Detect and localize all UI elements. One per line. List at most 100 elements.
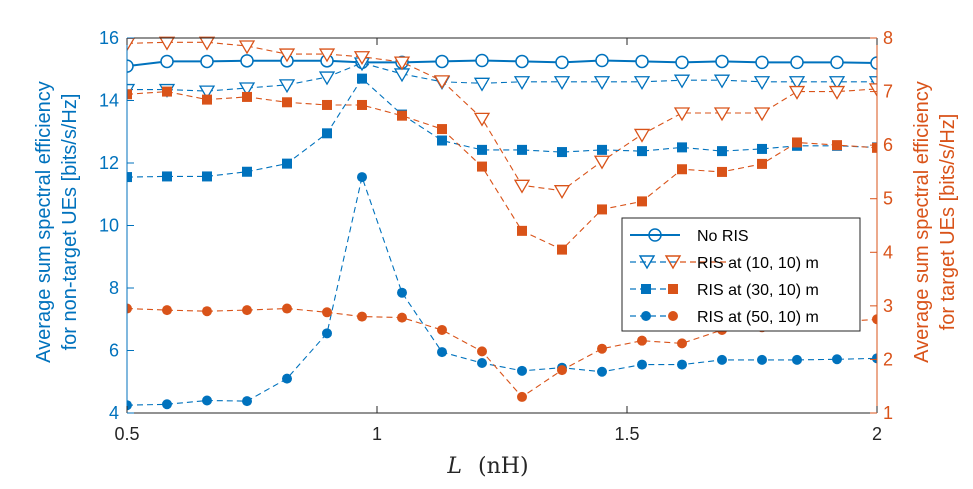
data-point — [637, 359, 647, 370]
data-point — [127, 400, 132, 411]
data-point — [397, 110, 407, 121]
legend-marker-square-right — [668, 284, 678, 294]
data-point — [515, 54, 529, 69]
data-point — [278, 79, 296, 94]
data-point — [357, 172, 367, 183]
data-point — [637, 335, 647, 346]
data-point — [473, 77, 491, 92]
y-right-tick-label: 5 — [883, 189, 893, 209]
legend-label-2: RIS at (30, 10) m — [697, 282, 819, 299]
data-point — [202, 395, 212, 406]
data-point — [517, 144, 527, 155]
y-axis-right-label-line2: for target UEs [bits/s/Hz] — [937, 114, 959, 331]
data-point — [238, 82, 256, 97]
y-left-tick-label: 14 — [99, 91, 119, 111]
data-point — [198, 36, 216, 51]
series-line — [127, 175, 877, 406]
legend-entry-ris-30: RIS at (30, 10) m — [630, 282, 819, 299]
data-point — [278, 48, 296, 63]
data-point — [555, 55, 569, 70]
x-axis-label-unit: (nH) — [478, 454, 529, 479]
data-point — [868, 83, 877, 98]
data-point — [477, 346, 487, 357]
data-point — [637, 146, 647, 157]
y-left-tick-label: 16 — [99, 28, 119, 48]
data-point — [673, 74, 691, 89]
data-point — [158, 36, 176, 51]
data-point — [673, 107, 691, 122]
series-line — [127, 41, 877, 192]
data-point — [318, 48, 336, 63]
data-point — [828, 76, 846, 91]
legend-marker-open-circle — [648, 228, 662, 242]
data-point — [433, 75, 451, 90]
y-axis-left-label-line1: Average sum spectral efficiency — [33, 81, 55, 363]
data-point — [437, 324, 447, 335]
data-point — [830, 55, 844, 70]
data-point — [357, 73, 367, 84]
data-point — [677, 164, 687, 175]
data-point — [513, 179, 531, 194]
data-point — [788, 85, 806, 100]
data-point — [517, 391, 527, 402]
data-point — [757, 354, 767, 365]
data-point — [790, 55, 804, 70]
data-point — [162, 171, 172, 182]
data-point — [597, 343, 607, 354]
data-point — [557, 147, 567, 158]
data-point — [322, 307, 332, 318]
data-point — [357, 99, 367, 110]
data-point — [475, 53, 489, 68]
series-line — [127, 77, 877, 178]
data-point — [202, 306, 212, 317]
data-point — [477, 161, 487, 172]
legend: No RIS RIS at (10, 10) m RIS at (30, 10)… — [621, 217, 861, 332]
data-point — [557, 365, 567, 376]
data-point — [393, 56, 411, 71]
data-point — [473, 112, 491, 127]
legend-marker-filled-circle-left — [641, 311, 651, 321]
data-point — [242, 305, 252, 316]
data-point — [127, 59, 134, 73]
data-point — [477, 144, 487, 155]
data-point — [593, 155, 611, 170]
y-right-tick-label: 2 — [883, 349, 893, 369]
series-2-right — [127, 36, 877, 199]
legend-marker-square-left — [641, 284, 651, 294]
y-left-tick-label: 8 — [109, 278, 119, 298]
data-point — [872, 353, 877, 364]
data-point — [477, 358, 487, 368]
data-point — [633, 128, 651, 143]
data-point — [322, 128, 332, 139]
data-point — [200, 54, 214, 69]
y-right-tick-label: 7 — [883, 82, 893, 102]
y-axis-left-label-line2: for non-target UEs [bits/s/Hz] — [59, 94, 81, 351]
x-tick-label: 2 — [872, 424, 882, 444]
legend-label-0: No RIS — [697, 228, 749, 245]
data-point — [792, 137, 802, 148]
series-4-right — [127, 86, 877, 255]
data-point — [637, 196, 647, 207]
legend-entry-ris-50: RIS at (50, 10) m — [630, 309, 819, 326]
data-point — [437, 135, 447, 146]
x-tick-label: 1 — [372, 424, 382, 444]
data-point — [282, 97, 292, 108]
data-point — [198, 85, 216, 100]
data-point — [713, 74, 731, 89]
data-point — [357, 311, 367, 322]
x-tick-label: 0.5 — [114, 424, 139, 444]
legend-label-1: RIS at (10, 10) m — [697, 255, 819, 272]
data-point — [127, 37, 136, 52]
data-point — [593, 76, 611, 91]
x-tick-label: 1.5 — [614, 424, 639, 444]
data-point — [318, 71, 336, 86]
data-point — [713, 107, 731, 122]
legend-box — [621, 217, 861, 332]
y-right-tick-label: 3 — [883, 296, 893, 316]
data-point — [162, 305, 172, 316]
data-point — [635, 54, 649, 69]
data-point — [127, 172, 132, 183]
data-point — [755, 55, 769, 70]
